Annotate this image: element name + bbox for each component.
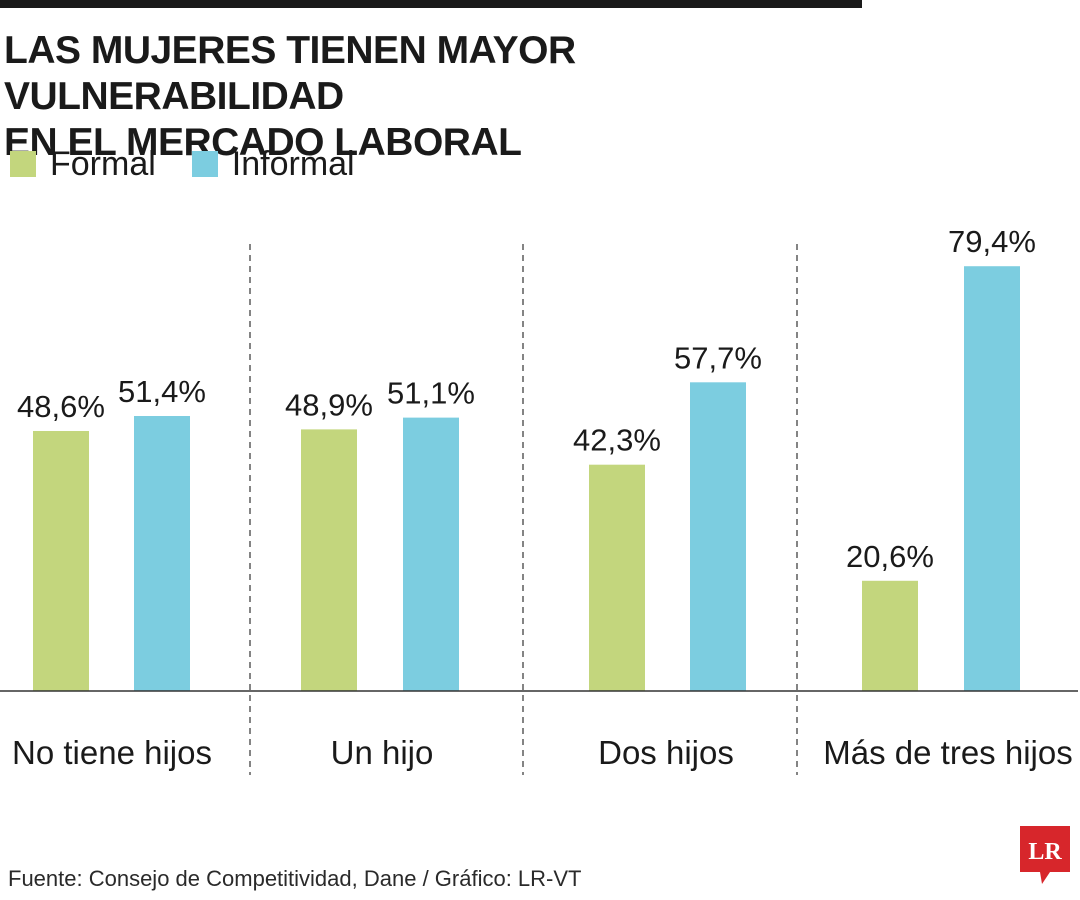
bar-informal [690, 382, 746, 691]
legend-label-informal: Informal [231, 144, 355, 183]
category-label: Dos hijos [598, 734, 734, 771]
legend-label-formal: Formal [50, 144, 156, 183]
legend-swatch-informal [191, 151, 218, 177]
legend: Formal Informal [10, 142, 391, 186]
bar-formal [33, 430, 89, 691]
legend-item-informal: Informal [191, 144, 355, 184]
data-label-informal: 57,7% [674, 340, 762, 375]
category-label: Más de tres hijos [823, 734, 1072, 771]
bar-informal [403, 417, 459, 691]
bar-informal [134, 416, 190, 691]
legend-item-formal: Formal [10, 145, 156, 184]
bar-formal [589, 464, 645, 691]
lr-logo: LR [1020, 826, 1070, 884]
category-label: Un hijo [331, 734, 434, 771]
top-rule [0, 0, 862, 8]
source-note: Fuente: Consejo de Competitividad, Dane … [8, 866, 582, 891]
data-label-informal: 51,1% [387, 376, 475, 411]
chart-title: LAS MUJERES TIENEN MAYOR VULNERABILIDAD … [4, 28, 904, 166]
bar-formal [301, 429, 357, 691]
data-label-formal: 48,9% [285, 387, 373, 422]
data-label-informal: 79,4% [948, 224, 1036, 259]
data-label-informal: 51,4% [118, 374, 206, 409]
bar-formal [862, 580, 918, 691]
svg-text:LR: LR [1028, 839, 1062, 865]
title-line-2: EN EL MERCADO LABORAL [4, 121, 522, 164]
data-label-formal: 48,6% [17, 389, 105, 424]
data-label-formal: 42,3% [573, 423, 661, 458]
data-label-formal: 20,6% [846, 539, 934, 574]
bar-informal [964, 266, 1020, 691]
legend-swatch-formal [10, 151, 36, 177]
title-line-1: LAS MUJERES TIENEN MAYOR VULNERABILIDAD [4, 29, 576, 118]
category-label: No tiene hijos [12, 734, 212, 771]
